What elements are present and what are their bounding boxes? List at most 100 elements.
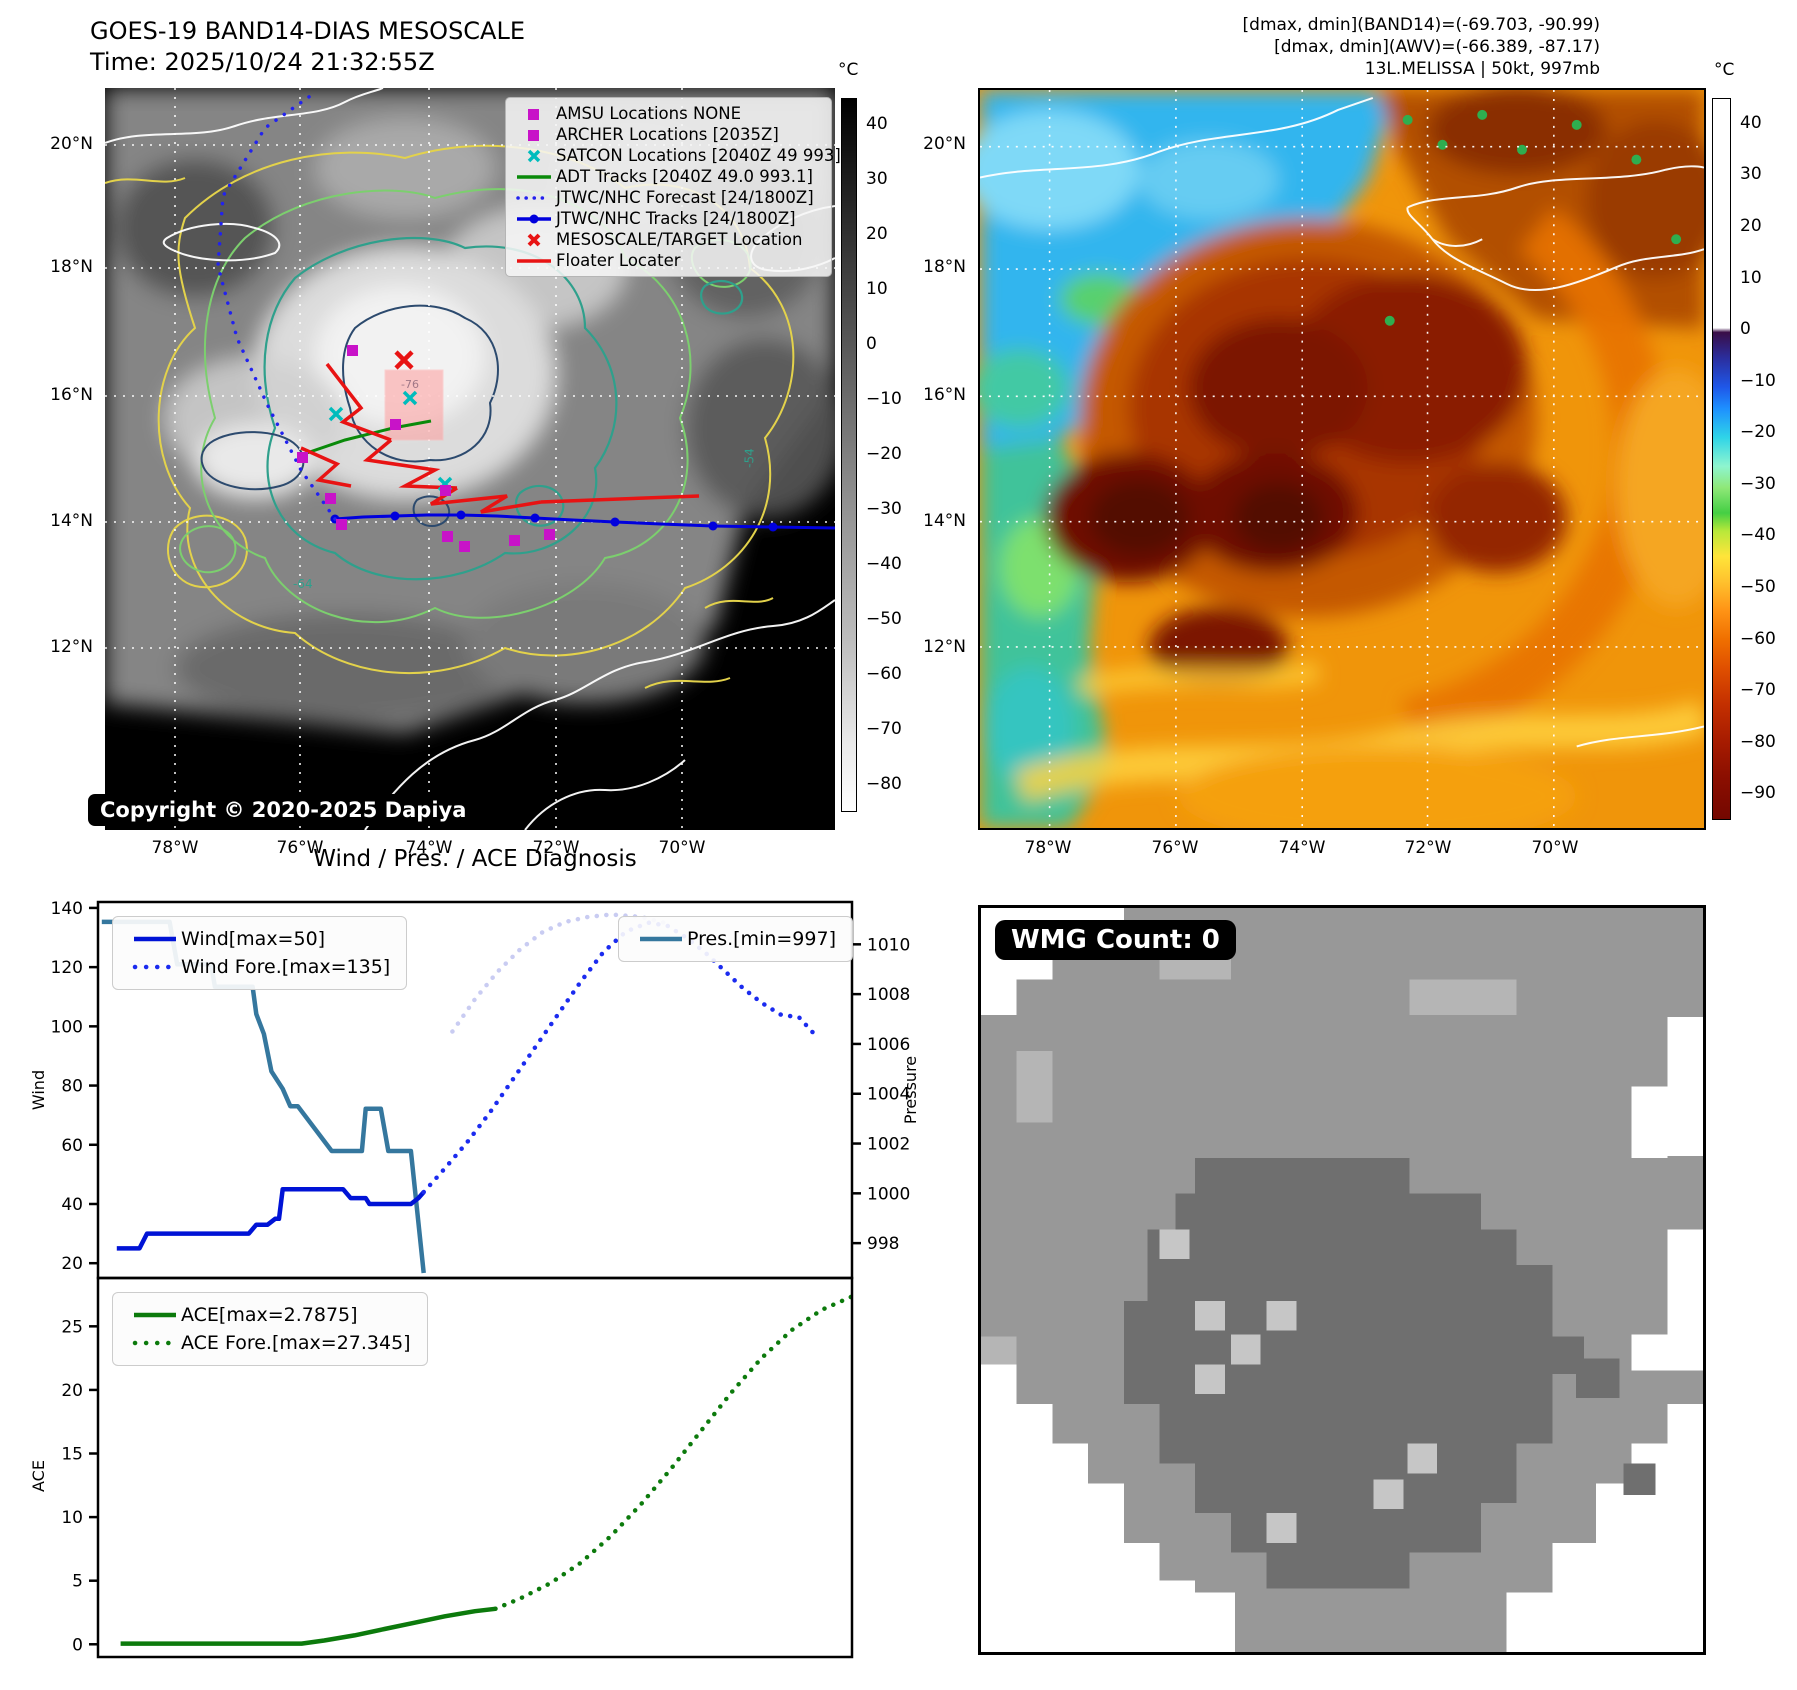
colorbar-tick-label: −30 bbox=[1740, 473, 1776, 494]
series-solid bbox=[120, 1606, 496, 1646]
pressure-legend: Pres.[min=997] bbox=[618, 916, 853, 962]
colorbar-tick-label: 10 bbox=[1740, 267, 1762, 288]
satcon-x-icon bbox=[512, 149, 556, 163]
wmg-count-badge: WMG Count: 0 bbox=[995, 920, 1236, 960]
legend-label: JTWC/NHC Tracks [24/1800Z] bbox=[556, 209, 796, 228]
wind-forecast-dotted-icon bbox=[129, 960, 181, 974]
archer-square-icon bbox=[512, 128, 556, 142]
lat-tick-label: 18°N bbox=[923, 257, 966, 277]
awv-cloud-field bbox=[980, 90, 1704, 828]
colorbar-tick-label: 40 bbox=[1740, 112, 1762, 133]
lon-tick-label: 72°W bbox=[1404, 838, 1452, 858]
legend-label: Wind Fore.[max=135] bbox=[181, 956, 391, 978]
y-tick-label: 100 bbox=[51, 1017, 83, 1037]
pressure-line-icon bbox=[635, 932, 687, 946]
colorbar-tick-label: −50 bbox=[866, 608, 902, 629]
colorbar-tick-label: −60 bbox=[1740, 628, 1776, 649]
legend-label: AMSU Locations NONE bbox=[556, 104, 742, 123]
legend-label: MESOSCALE/TARGET Location bbox=[556, 230, 803, 249]
band14-title: GOES-19 BAND14-DIAS MESOSCALE Time: 2025… bbox=[90, 16, 525, 78]
lon-tick-label: 72°W bbox=[532, 838, 580, 858]
copyright-badge: Copyright © 2020-2025 Dapiya bbox=[88, 794, 479, 826]
legend-label: Pres.[min=997] bbox=[687, 928, 836, 950]
y-tick-label: 20 bbox=[61, 1254, 83, 1274]
awv-green-speckles bbox=[1384, 109, 1682, 326]
y-axis-label: ACE bbox=[29, 1460, 48, 1492]
colorbar-tick-label: 30 bbox=[1740, 164, 1762, 185]
colorbar-tick-label: −20 bbox=[866, 444, 902, 464]
lon-tick-label: 78°W bbox=[1024, 838, 1072, 858]
ace-chart: 0 5 10 15 20 25 ACE bbox=[29, 1276, 854, 1659]
colorbar-tick-label: −40 bbox=[1740, 525, 1776, 546]
adt-track-line bbox=[297, 419, 432, 458]
y-tick-label: 0 bbox=[72, 1635, 83, 1655]
y-tick-label: 25 bbox=[61, 1317, 83, 1337]
lat-tick-label: 20°N bbox=[923, 134, 966, 154]
colorbar-tick-label: 20 bbox=[866, 224, 888, 245]
colorbar-tick-label: 20 bbox=[1740, 215, 1762, 236]
graticule bbox=[980, 90, 1704, 828]
colorbar-tick-label: −80 bbox=[1740, 731, 1776, 752]
colorbar-tick-label: −10 bbox=[1740, 370, 1776, 391]
lat-tick-label: 16°N bbox=[923, 385, 966, 405]
colorbar-tick-label: −60 bbox=[866, 663, 902, 684]
dmax-dmin-awv: [dmax, dmin](AWV)=(-66.389, -87.17) bbox=[1274, 37, 1600, 57]
band14-colorbar-unit: °C bbox=[838, 60, 859, 80]
lon-tick-label: 70°W bbox=[1531, 838, 1579, 858]
archer-location-markers bbox=[297, 345, 555, 552]
amsu-square-icon bbox=[512, 107, 556, 121]
colorbar-tick-label: −20 bbox=[1740, 422, 1776, 443]
legend-label: ADT Tracks [2040Z 49.0 993.1] bbox=[556, 167, 813, 186]
y-tick-label: 10 bbox=[61, 1508, 83, 1528]
floater-locater-lines bbox=[300, 362, 700, 514]
y-tick-label: 60 bbox=[61, 1136, 83, 1156]
colorbar-tick-label: 10 bbox=[866, 279, 888, 300]
jtwc-forecast-line bbox=[216, 92, 337, 521]
lat-tick-label: 18°N bbox=[50, 257, 93, 277]
series-dotted bbox=[421, 920, 821, 1195]
legend-label: ARCHER Locations [2035Z] bbox=[556, 125, 779, 144]
ace-legend: ACE[max=2.7875] ACE Fore.[max=27.345] bbox=[112, 1292, 428, 1366]
legend-label: Floater Locater bbox=[556, 251, 681, 270]
track-line-dot-icon bbox=[512, 212, 556, 226]
storm-status-line: 13L.MELISSA | 50kt, 997mb bbox=[1364, 59, 1600, 79]
lat-tick-label: 16°N bbox=[50, 385, 93, 405]
awv-map-art bbox=[980, 90, 1704, 828]
awv-info-block: [dmax, dmin](BAND14)=(-69.703, -90.99) [… bbox=[900, 14, 1600, 80]
lon-tick-label: 78°W bbox=[151, 838, 199, 858]
legend-label: ACE Fore.[max=27.345] bbox=[181, 1332, 411, 1354]
colorbar-tick-label: 30 bbox=[866, 169, 888, 190]
dmax-dmin-band14: [dmax, dmin](BAND14)=(-69.703, -90.99) bbox=[1242, 15, 1600, 35]
coastlines bbox=[980, 97, 1704, 748]
target-x-icon bbox=[512, 233, 556, 247]
contour-label: -64 bbox=[293, 577, 313, 591]
awv-colorbar-unit: °C bbox=[1714, 60, 1735, 80]
lat-tick-label: 14°N bbox=[50, 511, 93, 531]
lat-tick-label: 12°N bbox=[923, 637, 966, 657]
y-right-tick-label: 1004 bbox=[867, 1085, 910, 1105]
plot-frame bbox=[96, 1276, 854, 1659]
legend-label: JTWC/NHC Forecast [24/1800Z] bbox=[556, 188, 814, 207]
chart-title: Wind / Pres. / ACE Diagnosis bbox=[313, 846, 637, 872]
y-right-tick-label: 1008 bbox=[867, 985, 910, 1005]
y-right-tick-label: 1000 bbox=[867, 1184, 910, 1204]
band14-colorbar bbox=[841, 98, 857, 812]
y-right-tick-label: 1006 bbox=[867, 1035, 910, 1055]
lon-tick-label: 70°W bbox=[658, 838, 706, 858]
wmg-speckles bbox=[1159, 1229, 1438, 1543]
colorbar-tick-label: 0 bbox=[866, 334, 877, 355]
series-dotted bbox=[450, 912, 674, 1034]
y-axis-label: Wind bbox=[29, 1070, 48, 1110]
colorbar-tick-label: −70 bbox=[1740, 680, 1776, 701]
awv-colorbar bbox=[1712, 98, 1731, 820]
y-right-axis-label: Pressure bbox=[901, 1056, 920, 1124]
ir-contours: -64 -54 -76 bbox=[105, 144, 795, 689]
band14-title-line: GOES-19 BAND14-DIAS MESOSCALE bbox=[90, 17, 526, 45]
colorbar-tick-label: −50 bbox=[1740, 576, 1776, 597]
mesoscale-target-x-icon bbox=[394, 350, 414, 370]
legend-label: SATCON Locations [2040Z 49 993] bbox=[556, 146, 841, 165]
y-tick-label: 80 bbox=[61, 1077, 83, 1097]
wmg-dark-gray-region bbox=[1123, 1158, 1584, 1589]
colorbar-tick-label: −10 bbox=[866, 389, 902, 410]
lat-tick-label: 12°N bbox=[50, 637, 93, 657]
